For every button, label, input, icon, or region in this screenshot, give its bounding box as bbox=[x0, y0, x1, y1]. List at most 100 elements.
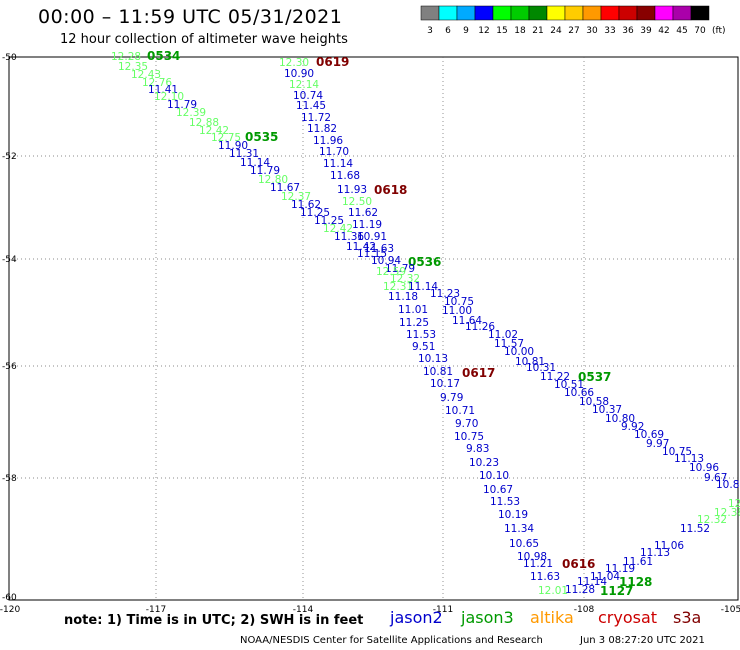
wave-height-value: 11.26 bbox=[465, 321, 495, 333]
wave-height-value: 11.28 bbox=[565, 584, 595, 596]
wave-height-value: 10.69 bbox=[634, 429, 664, 441]
wave-height-value: 9.83 bbox=[466, 443, 489, 455]
wave-height-value: 12.50 bbox=[342, 196, 372, 208]
wave-height-value: 11.06 bbox=[654, 540, 684, 552]
wave-height-value: 10.58 bbox=[579, 396, 609, 408]
wave-height-value: 11.93 bbox=[337, 184, 367, 196]
wave-height-value: 11.19 bbox=[605, 563, 635, 575]
wave-height-value: 12.37 bbox=[281, 191, 311, 203]
wave-height-value: 10.67 bbox=[483, 484, 513, 496]
wave-height-value: 10.37 bbox=[592, 404, 622, 416]
wave-height-value: 11.13 bbox=[674, 453, 704, 465]
longitude-label: -120 bbox=[0, 605, 20, 615]
legend-jason2: jason2 bbox=[390, 608, 443, 627]
pass-time-label: 1128 bbox=[619, 575, 652, 589]
longitude-label: -114 bbox=[293, 605, 314, 615]
wave-height-value: 10.51 bbox=[554, 379, 584, 391]
wave-height-value: 12.32 bbox=[390, 273, 420, 285]
wave-height-value: 12.75 bbox=[211, 132, 241, 144]
wave-height-value: 10.19 bbox=[498, 509, 528, 521]
scale-tick-label: 15 bbox=[496, 26, 507, 36]
pass-time-label: 0619 bbox=[316, 55, 349, 69]
wave-height-value: 11.25 bbox=[399, 317, 429, 329]
wave-height-value: 12.31 bbox=[383, 281, 413, 293]
wave-height-value: 12.10 bbox=[154, 91, 184, 103]
scale-tick-label: 33 bbox=[604, 26, 615, 36]
wave-height-value: 10.13 bbox=[418, 353, 448, 365]
wave-height-value: 12.59 bbox=[376, 266, 406, 278]
scale-tick-label: 9 bbox=[463, 26, 469, 36]
wave-height-value: 11.79 bbox=[385, 263, 415, 275]
wave-height-value: 11.45 bbox=[296, 100, 326, 112]
wave-height-value: 11.14 bbox=[240, 157, 270, 169]
wave-height-value: 10.80 bbox=[605, 413, 635, 425]
wave-height-value: 10.81 bbox=[515, 356, 545, 368]
wave-height-value: 10.10 bbox=[479, 470, 509, 482]
wave-height-value: 11.90 bbox=[218, 140, 248, 152]
wave-height-value: 11.34 bbox=[504, 523, 534, 535]
scale-tick-label: 30 bbox=[586, 26, 598, 36]
wave-height-value: 11.14 bbox=[408, 281, 438, 293]
wave-height-value: 10.75 bbox=[454, 431, 484, 443]
wave-height-value: 10.66 bbox=[564, 387, 594, 399]
wave-height-value: 11.21 bbox=[523, 558, 553, 570]
scale-tick-label: 39 bbox=[640, 26, 652, 36]
wave-height-value: 10.86 bbox=[716, 479, 740, 491]
wave-height-value: 11.42 bbox=[346, 241, 376, 253]
scale-tick-label: 36 bbox=[622, 26, 634, 36]
scale-tick-label: 21 bbox=[532, 26, 543, 36]
latitude-label: -56 bbox=[2, 362, 17, 372]
wave-height-value: 11.68 bbox=[330, 170, 360, 182]
wave-height-value: 10.17 bbox=[430, 378, 460, 390]
scale-unit-label: (ft) bbox=[712, 26, 726, 36]
latitude-label: -52 bbox=[2, 152, 17, 162]
wave-height-value: 10.75 bbox=[662, 446, 692, 458]
wave-height-value: 11.14 bbox=[577, 576, 607, 588]
wave-height-value: 11.70 bbox=[319, 146, 349, 158]
wave-height-value: 11.72 bbox=[301, 112, 331, 124]
map-frame bbox=[8, 56, 739, 601]
wave-height-value: 11.14 bbox=[323, 158, 353, 170]
wave-height-value: 12.42 bbox=[323, 223, 353, 235]
legend-cryosat: cryosat bbox=[598, 608, 658, 627]
wave-height-value: 10.75 bbox=[444, 296, 474, 308]
wave-height-value: 10.81 bbox=[423, 366, 453, 378]
wave-height-value: 12.80 bbox=[258, 174, 288, 186]
scale-tick-label: 24 bbox=[550, 26, 562, 36]
wave-height-value: 12.38 bbox=[714, 507, 740, 519]
wave-height-value: 11.36 bbox=[334, 231, 364, 243]
pass-time-label: 0616 bbox=[562, 557, 595, 571]
color-scale-legend: 3 6 9 12 15 18 21 24 27 30 33 36 39 42 45 70 (ft) bbox=[420, 5, 726, 36]
map-subtitle: 12 hour collection of altimeter wave hei… bbox=[60, 32, 348, 47]
pass-time-label: 0534 bbox=[147, 49, 180, 63]
legend-s3a: s3a bbox=[673, 608, 702, 627]
wave-height-value: 11.82 bbox=[307, 123, 337, 135]
wave-height-value: 11.64 bbox=[452, 315, 482, 327]
wave-height-value: 11.52 bbox=[680, 523, 710, 535]
footer-timestamp: Jun 3 08:27:20 UTC 2021 bbox=[580, 635, 705, 646]
wave-height-value: 9.79 bbox=[440, 392, 463, 404]
wave-height-value: 10.98 bbox=[517, 551, 547, 563]
latitude-label: -60 bbox=[2, 593, 17, 603]
wave-height-value: 9.92 bbox=[621, 421, 644, 433]
scale-tick-label: 18 bbox=[514, 26, 526, 36]
pass-time-label: 0617 bbox=[462, 366, 495, 380]
wave-height-value: 11.53 bbox=[490, 496, 520, 508]
scale-tick-label: 27 bbox=[568, 26, 579, 36]
wave-height-value: 10.94 bbox=[371, 255, 401, 267]
wave-height-value: 12.30 bbox=[279, 57, 309, 69]
pass-time-label: 1127 bbox=[600, 584, 633, 598]
wave-height-value: 9.51 bbox=[412, 341, 435, 353]
scale-tick-label: 45 bbox=[676, 26, 687, 36]
wave-height-value: 9.70 bbox=[455, 418, 478, 430]
wave-height-value: 9.67 bbox=[704, 472, 727, 484]
wave-height-value: 11.18 bbox=[388, 291, 418, 303]
wave-height-value: 12.35 bbox=[118, 61, 148, 73]
longitude-label: -108 bbox=[574, 605, 595, 615]
wave-height-value: 12.76 bbox=[142, 77, 172, 89]
wave-height-value: 11.79 bbox=[250, 165, 280, 177]
latitude-label: -54 bbox=[2, 255, 17, 265]
scale-tick-label: 3 bbox=[427, 26, 433, 36]
wave-height-value: 10.31 bbox=[526, 362, 556, 374]
wave-height-value: 11.57 bbox=[494, 338, 524, 350]
